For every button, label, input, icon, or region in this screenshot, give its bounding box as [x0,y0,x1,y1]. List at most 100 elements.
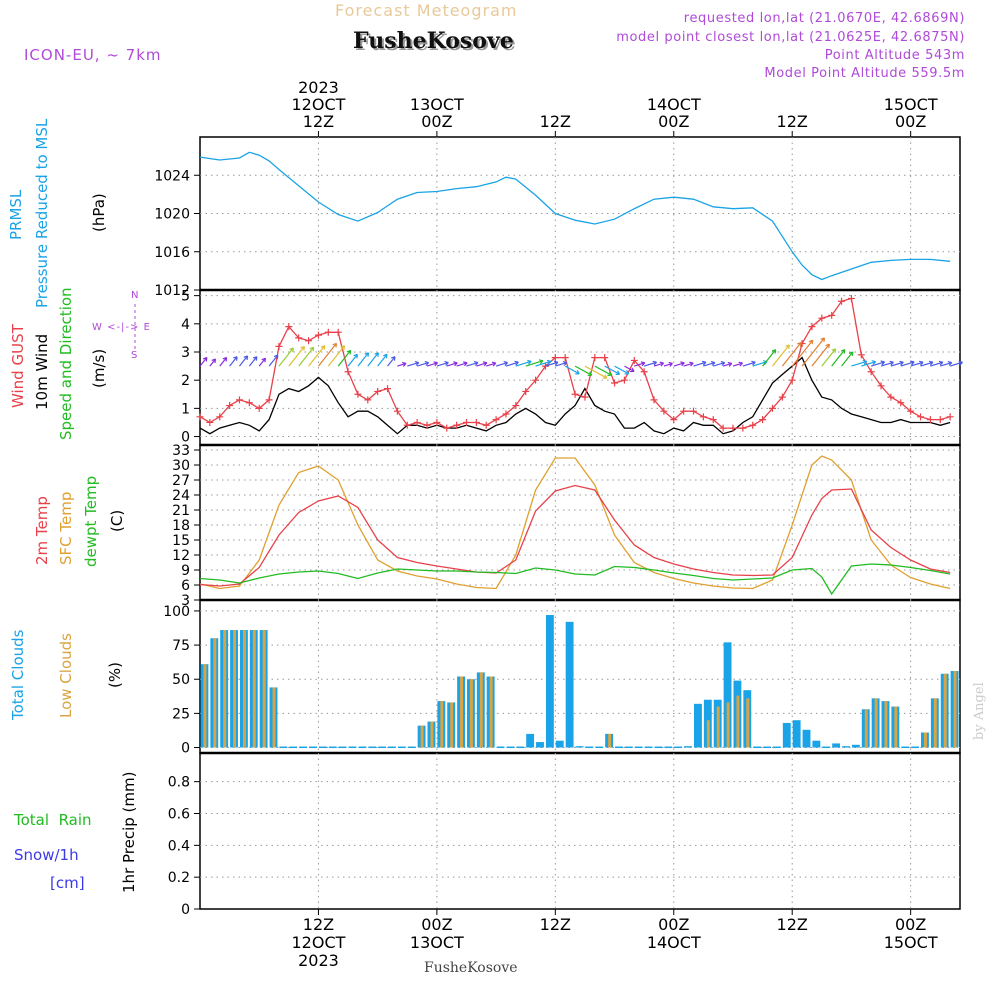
total-cloud-bar [901,746,910,749]
wind-direction-arrow [574,365,593,376]
y-tick-label: 4 [181,317,190,333]
wind-direction-arrow [555,361,567,367]
gust-marker [847,294,855,302]
low-cloud-bar [706,720,710,748]
wind-direction-arrowhead [659,361,665,367]
wind-direction-arrow [564,365,580,375]
wind-direction-arrow [861,361,876,367]
gust-marker [591,354,599,362]
wind-direction-arrowhead [680,361,685,367]
compass-we: W <-|-> E [92,322,151,333]
total-cloud-bar [822,746,831,749]
total-cloud-bar [634,746,643,749]
wind-direction-arrow [940,361,952,367]
gust-marker [630,356,638,364]
total-cloud-bar [694,703,702,748]
wind-direction-arrowhead [433,361,438,367]
wind-direction-arrow [367,352,379,367]
low-cloud-bar [923,732,927,748]
wind-direction-arrow [910,361,924,367]
wind-direction-arrow [920,361,934,367]
station-title: FusheKosove [353,28,514,54]
wind-direction-arrowhead [630,367,635,373]
low-cloud-label: Low Clouds [57,633,75,718]
wind-direction-arrow [456,362,468,367]
total-cloud-bar [763,746,771,749]
wind-direction-arrow [880,361,894,367]
total-cloud-bar [526,733,535,748]
wind-direction-arrowhead [538,359,544,365]
wind-direction-arrowhead [640,361,646,367]
y-tick-label: 5 [181,289,190,305]
wind-direction-arrowhead [202,356,208,362]
gust-marker [453,421,461,429]
gust-marker [946,413,954,421]
wind-direction-arrowhead [424,361,430,366]
gust-marker [512,402,520,410]
total-cloud-bar [309,746,317,749]
low-cloud-bar [272,687,276,748]
wind-direction-arrowhead [652,360,658,366]
wind-direction-arrow [525,360,544,367]
bottom-hour-label: 12Z [303,915,334,934]
wind-direction-arrow [604,365,620,375]
wind-direction-arrow [890,361,904,367]
wind-direction-arrowhead [899,360,904,366]
wind-direction-arrow [634,362,645,367]
wind-direction-arrowhead [689,361,694,367]
y-tick-label: 24 [172,488,190,504]
watermark: by Angel [972,682,987,740]
bottom-hour-label: 12Z [540,915,571,934]
dir-label: Speed and Direction [57,287,75,440]
gust-marker [443,424,451,432]
pressure-title2: Pressure Reduced to MSL [33,118,51,308]
gust-marker [581,393,589,401]
total-cloud-bar [842,746,850,748]
bottom-date-label: 15OCT [884,933,938,952]
gust-marker [384,385,392,393]
low-cloud-bar [213,638,217,748]
gust-marker [907,407,915,415]
total-cloud-bar [812,740,821,748]
low-cloud-bar [460,676,464,748]
y-tick-label: 1024 [154,168,190,184]
total-cloud-bar [654,746,663,749]
y-tick-label: 3 [181,593,190,609]
wind-direction-arrowhead [889,360,894,366]
gust-marker [492,416,500,424]
wind-direction-arrowhead [862,359,868,365]
gust-marker [374,387,382,395]
y-tick-label: 30 [172,458,190,474]
wind-direction-arrow [732,362,743,367]
low-cloud-bar [489,676,493,748]
wind-direction-arrow [673,362,685,367]
wind-speed-line [199,356,951,435]
total-cloud-bar [289,746,298,749]
bottom-hour-label: 12Z [777,915,808,934]
total-cloud-bar [368,746,377,749]
wind-direction-arrowhead [871,360,877,366]
y-tick-label: 0 [181,430,190,446]
low-cloud-bar [933,698,937,748]
gust-marker [818,314,826,322]
total-cloud-bar [575,746,584,748]
gust-marker [235,396,243,404]
low-cloud-bar [608,733,612,748]
total-cloud-bar [328,746,337,749]
wind-direction-arrow [949,361,963,367]
low-cloud-bar [430,721,434,748]
wind-direction-arrow [436,361,449,367]
wind-direction-arrowhead [252,356,258,361]
gust-marker [788,376,796,384]
wind-direction-arrowhead [958,360,963,366]
total-cloud-bar [299,746,308,749]
total-cloud-bar [851,744,860,748]
wind-direction-arrowhead [553,360,559,366]
wind-direction-arrow [327,345,345,367]
wind-direction-arrowhead [222,356,228,362]
y-tick-label: 21 [172,503,190,519]
gust-marker [413,418,421,426]
gust-marker [719,424,727,432]
temp-frame [199,444,961,601]
